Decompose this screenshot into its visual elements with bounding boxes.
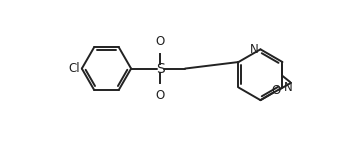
Text: N: N — [250, 43, 259, 56]
Text: O: O — [156, 35, 165, 48]
Text: O: O — [271, 84, 281, 97]
Text: N: N — [284, 81, 293, 94]
Text: S: S — [156, 62, 165, 76]
Text: Cl: Cl — [68, 62, 79, 75]
Text: O: O — [156, 89, 165, 102]
